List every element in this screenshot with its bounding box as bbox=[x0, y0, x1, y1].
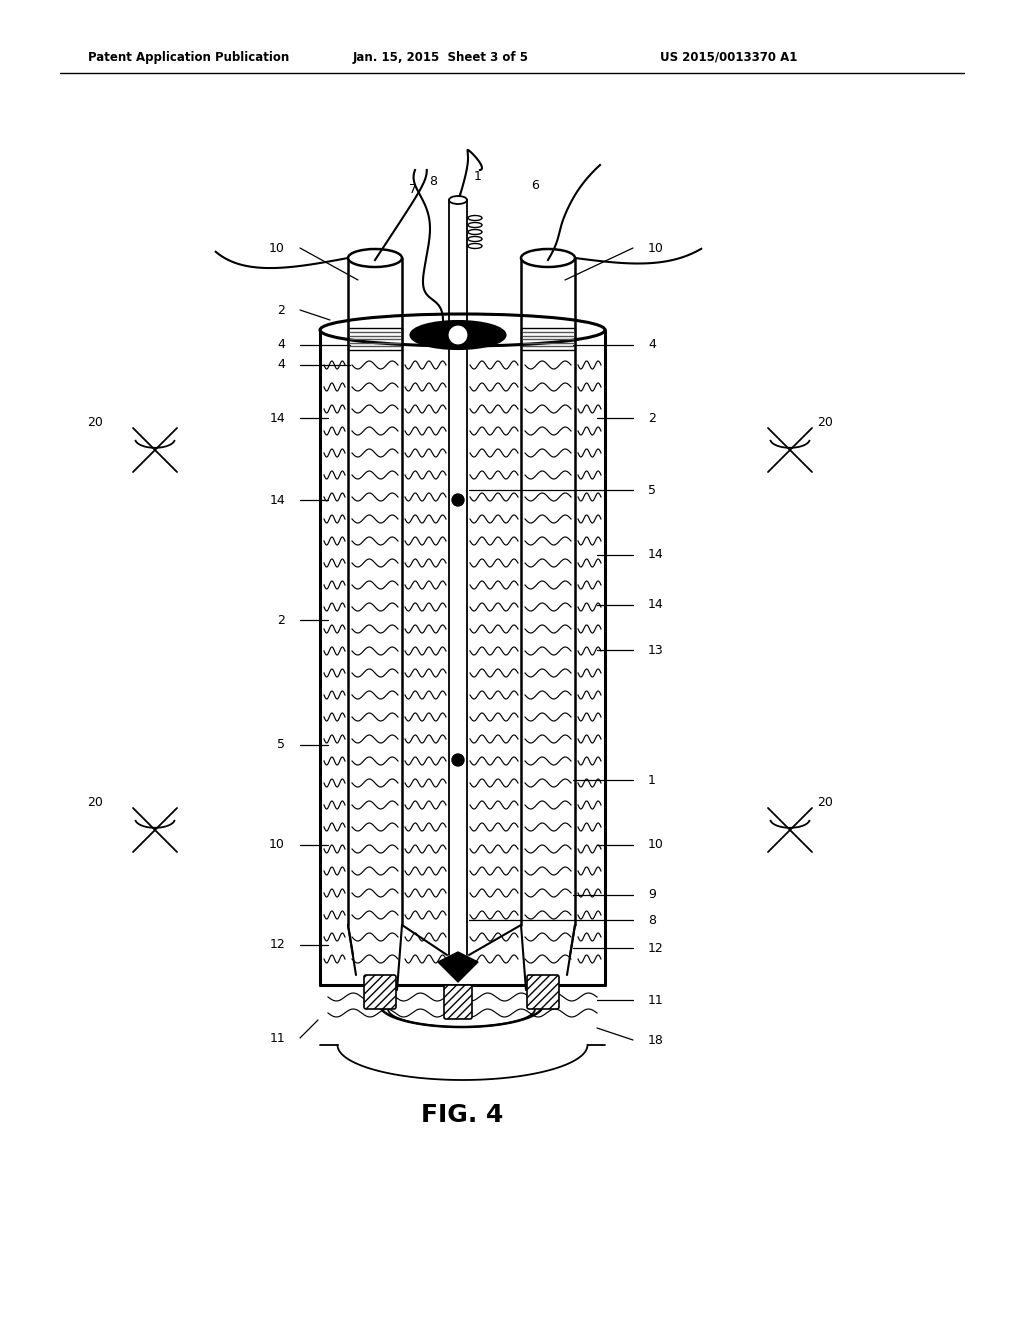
Text: 10: 10 bbox=[648, 838, 664, 851]
Text: 14: 14 bbox=[648, 598, 664, 611]
Text: 10: 10 bbox=[269, 838, 285, 851]
Text: 11: 11 bbox=[269, 1031, 285, 1044]
Text: 13: 13 bbox=[648, 644, 664, 656]
Circle shape bbox=[452, 754, 464, 766]
Text: 6: 6 bbox=[531, 180, 539, 191]
Text: 14: 14 bbox=[269, 412, 285, 425]
FancyBboxPatch shape bbox=[444, 985, 472, 1019]
Text: 1: 1 bbox=[648, 774, 656, 787]
Polygon shape bbox=[438, 952, 478, 982]
Text: 14: 14 bbox=[648, 549, 664, 561]
Text: 2: 2 bbox=[278, 614, 285, 627]
Text: 7: 7 bbox=[409, 183, 417, 195]
Text: 10: 10 bbox=[269, 242, 285, 255]
Text: 20: 20 bbox=[87, 796, 103, 809]
Text: 5: 5 bbox=[278, 738, 285, 751]
Text: 20: 20 bbox=[817, 417, 833, 429]
Text: 20: 20 bbox=[817, 796, 833, 809]
Text: 20: 20 bbox=[87, 417, 103, 429]
Text: Patent Application Publication: Patent Application Publication bbox=[88, 50, 289, 63]
Text: 1: 1 bbox=[474, 170, 482, 183]
Text: 5: 5 bbox=[648, 483, 656, 496]
Text: FIG. 4: FIG. 4 bbox=[421, 1104, 504, 1127]
Text: 8: 8 bbox=[648, 913, 656, 927]
Text: 18: 18 bbox=[648, 1034, 664, 1047]
Ellipse shape bbox=[449, 325, 468, 345]
Text: Jan. 15, 2015  Sheet 3 of 5: Jan. 15, 2015 Sheet 3 of 5 bbox=[353, 50, 529, 63]
Text: US 2015/0013370 A1: US 2015/0013370 A1 bbox=[660, 50, 798, 63]
Circle shape bbox=[452, 494, 464, 506]
FancyBboxPatch shape bbox=[527, 975, 559, 1008]
Ellipse shape bbox=[521, 249, 575, 267]
Ellipse shape bbox=[319, 314, 605, 346]
Text: 10: 10 bbox=[648, 242, 664, 255]
Ellipse shape bbox=[348, 249, 402, 267]
Ellipse shape bbox=[411, 321, 506, 348]
Text: 11: 11 bbox=[648, 994, 664, 1006]
Text: 2: 2 bbox=[648, 412, 656, 425]
Text: 4: 4 bbox=[278, 338, 285, 351]
Text: 9: 9 bbox=[648, 888, 656, 902]
Ellipse shape bbox=[449, 195, 467, 205]
Text: 4: 4 bbox=[278, 359, 285, 371]
FancyBboxPatch shape bbox=[364, 975, 396, 1008]
Text: 12: 12 bbox=[648, 941, 664, 954]
Text: 12: 12 bbox=[269, 939, 285, 952]
Bar bbox=[348, 327, 402, 350]
Text: 4: 4 bbox=[648, 338, 656, 351]
Text: 2: 2 bbox=[278, 304, 285, 317]
Text: 14: 14 bbox=[269, 494, 285, 507]
Bar bbox=[521, 327, 575, 350]
Text: 8: 8 bbox=[429, 176, 437, 187]
